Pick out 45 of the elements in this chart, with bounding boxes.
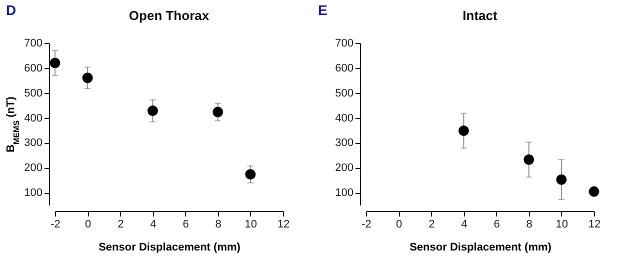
x-tick-label: -2: [50, 218, 60, 230]
y-tick-label: 700: [24, 38, 42, 50]
x-axis-title: Sensor Displacement (mm): [410, 242, 552, 254]
text: D: [6, 2, 16, 18]
y-tick-label: 300: [24, 137, 42, 150]
x-tick-label: 2: [118, 218, 124, 230]
point: [245, 169, 256, 180]
point: [50, 58, 60, 68]
y-tick-label: 200: [335, 162, 354, 174]
x-tick-label: 10: [244, 218, 258, 230]
x-tick-label: 2: [428, 218, 435, 230]
y-tick-label: 400: [24, 112, 42, 124]
chart-title: Intact: [462, 8, 498, 23]
y-tick-label: 100: [24, 187, 42, 200]
y-tick-label: 100: [335, 187, 354, 200]
point: [458, 125, 469, 136]
y-tick-label: 600: [24, 62, 42, 74]
x-tick-label: 0: [396, 218, 402, 230]
point: [556, 174, 567, 185]
point: [212, 106, 224, 118]
point: [82, 72, 93, 84]
x-tick-label: 12: [588, 218, 601, 230]
point: [524, 154, 534, 165]
x-axis-title: Sensor Displacement (mm): [98, 242, 241, 254]
x-tick-label: 4: [150, 218, 156, 230]
x-tick-label: 8: [215, 218, 222, 230]
x-tick-label: 0: [85, 218, 92, 230]
y-tick-label: 700: [335, 38, 354, 50]
text: E: [318, 2, 328, 18]
point: [588, 186, 600, 197]
x-tick-label: 6: [494, 218, 500, 230]
x-tick-label: 10: [556, 218, 568, 230]
x-tick-label: 4: [461, 218, 468, 230]
x-tick-label: -2: [362, 218, 372, 230]
y-tick-label: 500: [24, 87, 42, 100]
y-tick-label: 200: [24, 162, 42, 174]
y-tick-label: 300: [335, 137, 354, 150]
y-tick-label: 500: [335, 87, 354, 100]
x-tick-label: 12: [277, 218, 290, 230]
x-tick-label: 6: [182, 218, 189, 230]
x-tick-label: 8: [526, 218, 532, 230]
chart-title: Open Thorax: [128, 8, 210, 23]
y-tick-label: 400: [335, 112, 354, 124]
point: [147, 106, 158, 116]
y-tick-label: 600: [335, 62, 354, 74]
